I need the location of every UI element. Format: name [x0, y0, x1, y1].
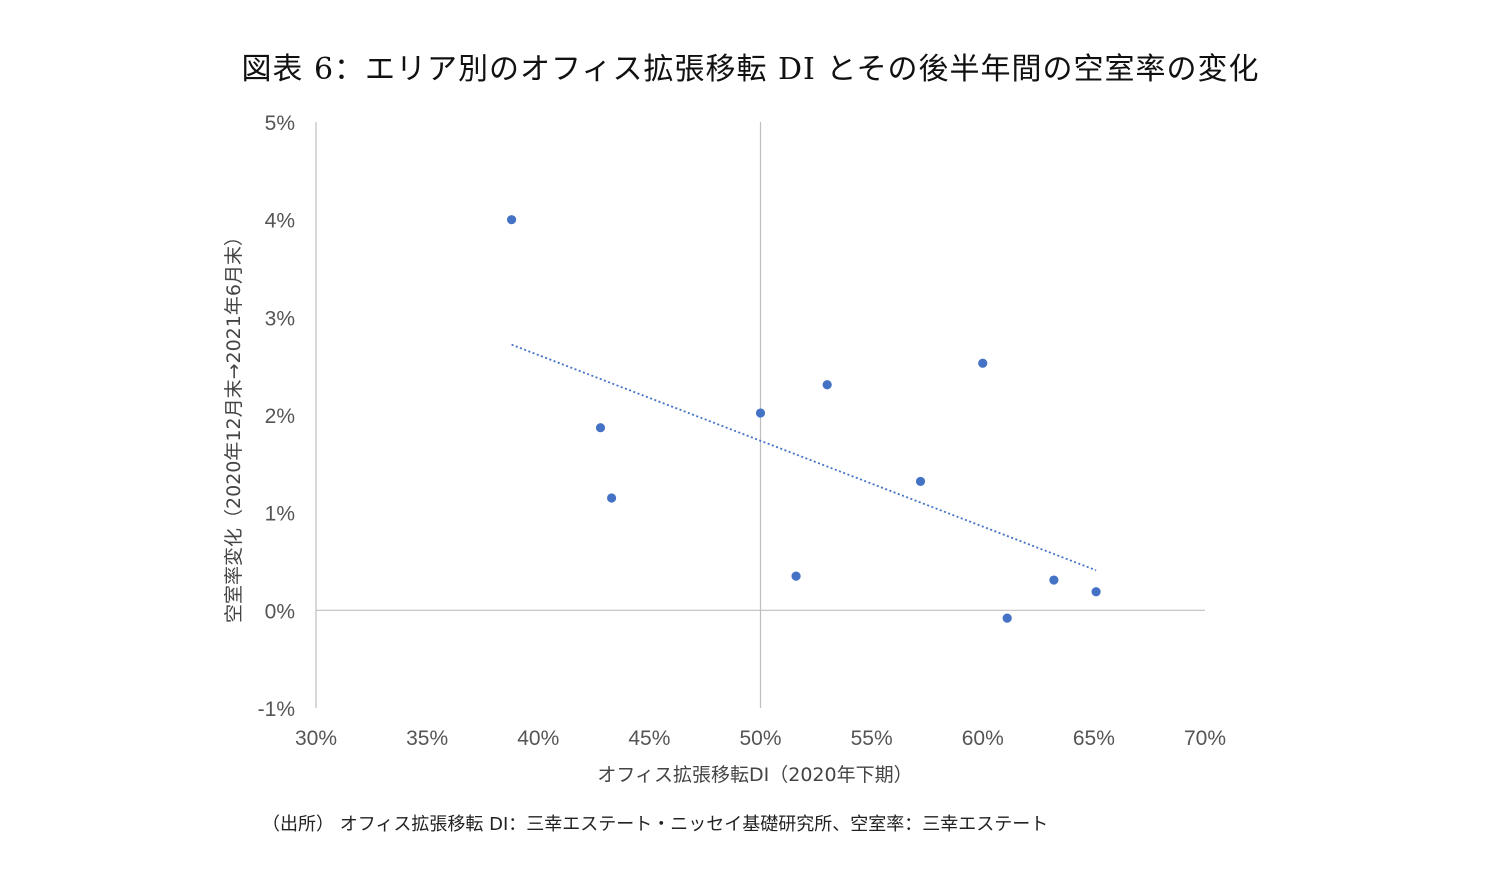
y-tick-label: 4%	[265, 210, 295, 233]
data-point	[978, 358, 988, 368]
trendline	[511, 343, 1097, 572]
x-tick-label: 45%	[628, 727, 670, 750]
y-tick-label: 1%	[265, 503, 295, 526]
y-axis-title: 空室率変化（2020年12月末→2021年6月末）	[223, 227, 245, 623]
data-point	[915, 476, 926, 487]
data-point	[595, 423, 606, 433]
y-tick-label: 3%	[265, 307, 295, 330]
data-point	[1091, 587, 1101, 597]
x-tick-label: 30%	[295, 727, 337, 750]
data-point	[755, 408, 766, 418]
data-points	[506, 215, 1101, 623]
x-tick-label: 35%	[406, 727, 448, 750]
x-tick-label: 60%	[962, 727, 1004, 750]
y-tick-label: 0%	[265, 600, 295, 623]
x-tick-label: 50%	[739, 727, 781, 750]
x-tick-label: 40%	[517, 727, 559, 750]
data-point	[506, 215, 517, 225]
y-tick-label: 2%	[265, 405, 295, 428]
tick-labels: 30% 35% 40% 45% 50% 55% 60% 65% 70% -1% 0% 1% 2% 3% 4%…	[258, 112, 1226, 750]
source-note: （出所） オフィス拡張移転 DI：三幸エステート・ニッセイ基礎研究所、空室率：三…	[262, 814, 1049, 835]
data-point	[606, 493, 617, 503]
data-point	[791, 571, 801, 581]
y-tick-label: 5%	[265, 112, 295, 135]
trendline-layer	[511, 343, 1097, 572]
y-tick-label: -1%	[258, 698, 295, 721]
data-point	[1049, 575, 1059, 585]
x-tick-label: 65%	[1073, 727, 1115, 750]
x-tick-label: 55%	[851, 727, 893, 750]
data-point	[822, 380, 832, 390]
chart-title: 図表 6：エリア別のオフィス拡張移転 DI とその後半年間の空室率の変化	[241, 52, 1260, 87]
x-axis-title: オフィス拡張移転DI（2020年下期）	[597, 764, 912, 786]
x-tick-label: 70%	[1184, 727, 1226, 750]
data-point	[1002, 613, 1012, 623]
